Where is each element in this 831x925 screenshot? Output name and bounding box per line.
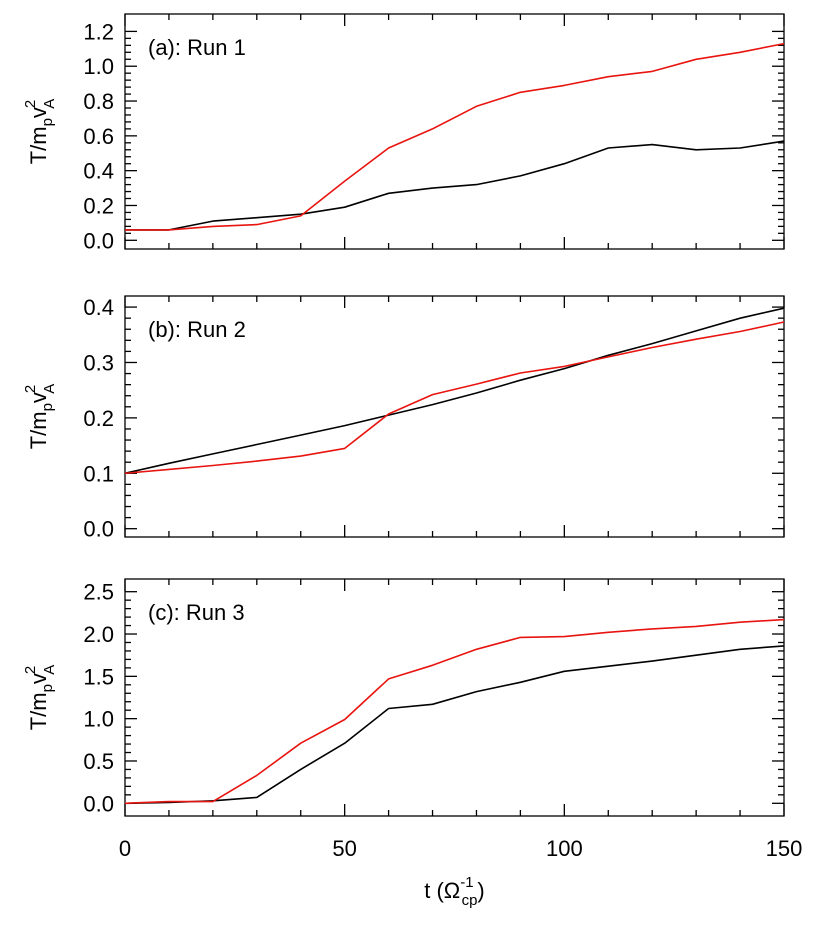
panel-2: 0.0 0.1 0.2 0.3 0.4 (b): Run 2 T/mpv2 A — [22, 295, 785, 542]
series-line-red — [124, 618, 785, 805]
y-axis-label: T/mpv2 A — [22, 665, 58, 731]
y-tick-label: 0.4 — [83, 295, 114, 320]
xlabel-close: ) — [477, 878, 484, 903]
x-tick-label: 100 — [546, 836, 583, 861]
xlabel-main: t (Ω — [424, 878, 460, 903]
x-tick-label: 50 — [332, 836, 356, 861]
y-tick-label: 0.5 — [83, 749, 114, 774]
ylabel-main: T/m — [26, 411, 51, 449]
ylabel-v: v — [26, 392, 51, 403]
x-tick-label: 0 — [119, 836, 131, 861]
y-tick-label: 0.0 — [83, 791, 114, 816]
panel-label: (b): Run 2 — [148, 317, 246, 342]
ylabel-main: T/m — [26, 126, 51, 164]
y-tick-label: 2.0 — [83, 622, 114, 647]
ylabel-sub-p: p — [39, 403, 56, 411]
y-tick-label: 1.2 — [83, 19, 114, 44]
ylabel-main: T/m — [26, 692, 51, 730]
ylabel-sub-p: p — [39, 684, 56, 692]
y-tick-label: 0.0 — [83, 517, 114, 542]
y-axis-label: T/mpv2 A — [22, 99, 58, 165]
y-axis-label: T/mpv2 A — [22, 384, 58, 450]
series-line-black — [125, 140, 785, 231]
panel-3: 0.0 0.5 1.0 1.5 2.0 2.5 0 50 100 150 (c): Run 3 T/m… — [22, 578, 803, 909]
panels: 0.00.20.40.60.81.01.2(a): Run 1T/mpv2 A0.… — [22, 13, 803, 909]
panel-label: (c): Run 3 — [148, 600, 245, 625]
y-tick-label: 2.5 — [83, 580, 114, 605]
xlabel-sub: cp — [462, 892, 478, 909]
panel-label: (a): Run 1 — [148, 35, 246, 60]
y-tick-label: 0.2 — [83, 406, 114, 431]
y-tick-label: 0.8 — [83, 89, 114, 114]
ylabel-sub-a: A — [41, 384, 58, 394]
panel-1: 0.0 0.2 0.4 0.6 0.8 1.0 1.2 (a): Run 1 T/mpv2 A — [22, 13, 785, 253]
y-tick-label: 0.4 — [83, 159, 114, 184]
y-tick-label: 0.3 — [83, 350, 114, 375]
plot-frame — [124, 578, 785, 817]
x-tick-label: 150 — [766, 836, 803, 861]
y-tick-label: 0.2 — [83, 193, 114, 218]
plot-frame — [124, 13, 785, 250]
xlabel-sup: -1 — [460, 874, 473, 891]
ylabel-sup-2: 2 — [22, 666, 39, 674]
y-tick-label: 1.0 — [83, 54, 114, 79]
plot-frame — [124, 295, 785, 538]
y-tick-label: 0.1 — [83, 461, 114, 486]
y-tick-label: 0.6 — [83, 124, 114, 149]
ylabel-sup-2: 2 — [22, 385, 39, 393]
series-line-red — [124, 321, 785, 475]
ylabel-sub-a: A — [41, 99, 58, 109]
series-line-black — [124, 645, 785, 805]
y-tick-label: 0.0 — [83, 228, 114, 253]
y-tick-label: 1.5 — [83, 664, 114, 689]
ylabel-v: v — [26, 673, 51, 684]
series-line-red — [125, 42, 785, 231]
x-axis-label: t (Ω-1 cp) — [424, 874, 485, 909]
ylabel-sup-2: 2 — [22, 100, 39, 108]
ylabel-sub-a: A — [41, 665, 58, 675]
ylabel-v: v — [26, 107, 51, 118]
series-line-black — [124, 307, 785, 475]
y-tick-label: 1.0 — [83, 707, 114, 732]
ylabel-sub-p: p — [39, 118, 56, 126]
